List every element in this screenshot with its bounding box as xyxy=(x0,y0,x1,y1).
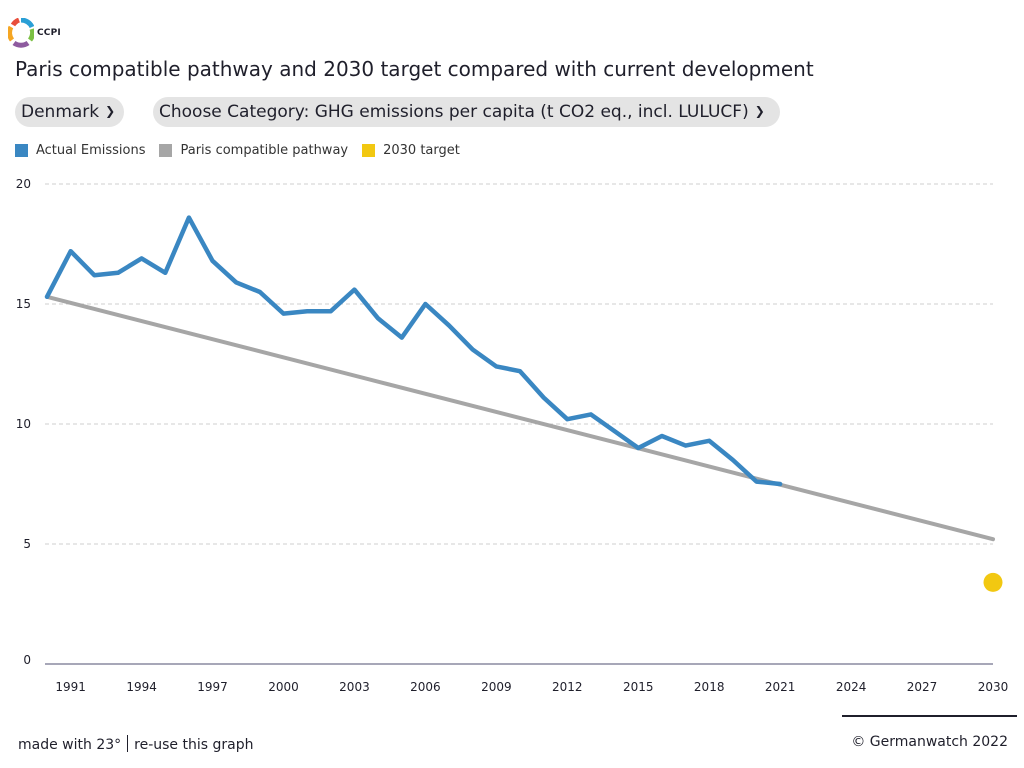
x-tick-label: 2000 xyxy=(268,680,299,694)
chart-legend: Actual Emissions Paris compatible pathwa… xyxy=(15,143,474,158)
target-2030-point xyxy=(983,572,1003,592)
x-tick-label: 2018 xyxy=(694,680,725,694)
category-dropdown-value: Choose Category: GHG emissions per capit… xyxy=(159,102,749,122)
legend-swatch-actual xyxy=(15,144,28,157)
x-tick-label: 2015 xyxy=(623,680,654,694)
x-tick-label: 2006 xyxy=(410,680,441,694)
x-tick-label: 2009 xyxy=(481,680,512,694)
chevron-down-icon: ❯ xyxy=(754,104,765,118)
country-dropdown[interactable]: Denmark ❯ xyxy=(15,97,124,127)
legend-label-actual: Actual Emissions xyxy=(36,143,146,158)
legend-item-pathway[interactable]: Paris compatible pathway xyxy=(159,143,348,158)
footer-rule xyxy=(842,715,1017,717)
x-tick-label: 2024 xyxy=(836,680,867,694)
legend-label-pathway: Paris compatible pathway xyxy=(180,143,349,158)
legend-item-target[interactable]: 2030 target xyxy=(362,143,460,158)
x-tick-label: 2027 xyxy=(907,680,938,694)
reuse-graph-link[interactable]: re-use this graph xyxy=(134,737,254,753)
legend-label-target: 2030 target xyxy=(383,143,460,158)
category-dropdown[interactable]: Choose Category: GHG emissions per capit… xyxy=(153,97,780,127)
y-tick-label: 15 xyxy=(16,297,31,311)
x-tick-label: 1994 xyxy=(126,680,157,694)
legend-swatch-pathway xyxy=(159,144,173,157)
x-tick-label: 2012 xyxy=(552,680,583,694)
y-tick-label: 20 xyxy=(16,177,31,191)
footer-credits: made with 23° re-use this graph xyxy=(18,735,253,753)
x-tick-label: 1991 xyxy=(55,680,86,694)
emissions-chart: 0 5 10 15 20 1991 1994 1997 2000 2003 2006 2009 2012… xyxy=(16,177,1009,694)
x-tick-label: 1997 xyxy=(197,680,228,694)
ccpi-logo-icon xyxy=(8,18,34,48)
y-tick-label: 0 xyxy=(23,653,31,667)
y-tick-label: 5 xyxy=(23,537,31,551)
ccpi-logo: CCPI xyxy=(8,18,61,48)
x-tick-label: 2003 xyxy=(339,680,370,694)
actual-emissions-line xyxy=(44,215,783,487)
made-with-link[interactable]: made with 23° xyxy=(18,737,122,753)
chart-title: Paris compatible pathway and 2030 target… xyxy=(15,57,814,81)
country-dropdown-value: Denmark xyxy=(21,102,100,122)
footer-separator xyxy=(127,735,129,752)
paris-pathway-line xyxy=(45,294,995,542)
legend-item-actual[interactable]: Actual Emissions xyxy=(15,143,145,158)
logo-text: CCPI xyxy=(37,28,61,38)
chevron-down-icon: ❯ xyxy=(105,104,116,118)
legend-swatch-target xyxy=(362,144,376,157)
x-tick-label: 2030 xyxy=(978,680,1009,694)
x-tick-label: 2021 xyxy=(765,680,796,694)
copyright: © Germanwatch 2022 xyxy=(851,734,1008,750)
y-tick-label: 10 xyxy=(16,417,31,431)
